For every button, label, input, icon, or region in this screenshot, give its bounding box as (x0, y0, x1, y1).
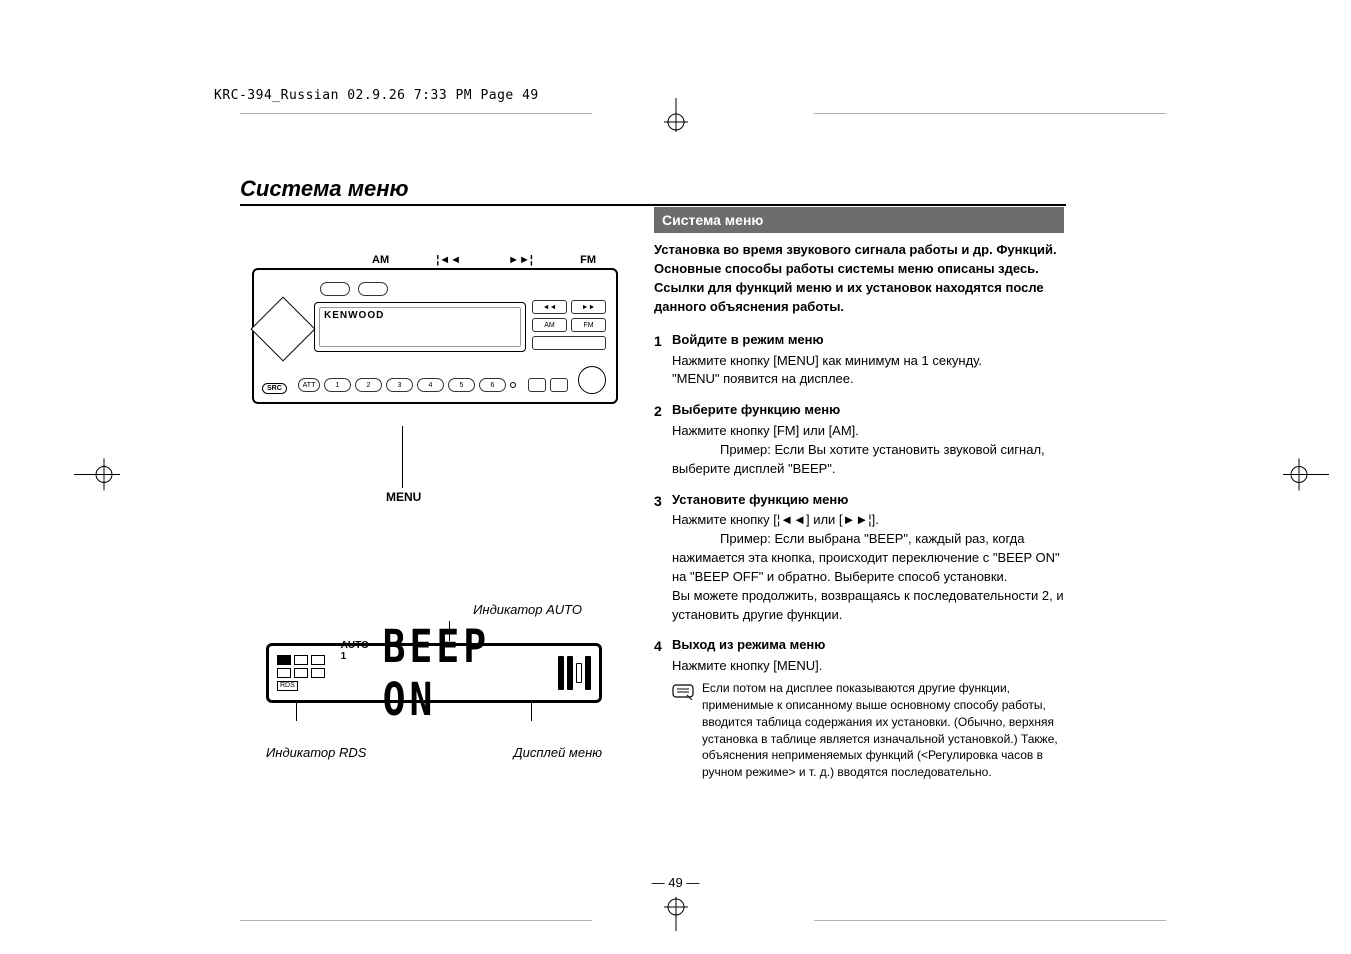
crop-mark-top (656, 98, 696, 137)
registration-left-icon (74, 455, 120, 500)
preset-row: ATT 1 2 3 4 5 6 (298, 378, 516, 392)
seek-next-button: ►► (571, 300, 606, 314)
instructions-column: Система меню Установка во время звуковог… (654, 207, 1064, 793)
step-body: Нажмите кнопку [MENU]. (672, 657, 1064, 676)
label-next: ►►¦ (508, 254, 533, 266)
preset-button: 6 (479, 378, 506, 392)
subsection-heading: Система меню (654, 207, 1064, 233)
label-fm: FM (580, 254, 596, 266)
manual-page: KRC-394_Russian 02.9.26 7:33 PM Page 49 … (0, 0, 1351, 954)
lcd-captions: Индикатор RDS Дисплей меню (266, 745, 602, 760)
top-button (358, 282, 388, 296)
caption-rds: Индикатор RDS (266, 745, 366, 760)
seek-prev-button: ◄◄ (532, 300, 567, 314)
menu-callout: MENU (386, 490, 421, 504)
step-number: 1 (654, 331, 662, 351)
step-item: 4 Выход из режима меню Нажмите кнопку [M… (654, 636, 1064, 780)
label-am: AM (372, 254, 389, 266)
step-body: Нажмите кнопку [FM] или [AM]. Пример: Ес… (672, 422, 1064, 479)
file-meta-line: KRC-394_Russian 02.9.26 7:33 PM Page 49 (214, 88, 539, 103)
registration-right-icon (1283, 455, 1329, 500)
lcd-main-text: BEEP ON (383, 620, 558, 726)
section-title: Система меню (240, 176, 409, 202)
step-item: 3 Установите функцию меню Нажмите кнопку… (654, 491, 1064, 625)
fm-button: FM (571, 318, 606, 332)
dot-icon (510, 382, 516, 388)
lcd-indicators-right (558, 656, 591, 690)
lcd-figure: Индикатор AUTO RDS AUTO 1 BEEP ON Индика… (266, 602, 602, 760)
preset-button: 4 (417, 378, 444, 392)
title-rule (240, 204, 1066, 206)
step-body: Нажмите кнопку [¦◄◄] или [►►¦]. Пример: … (672, 511, 1064, 624)
preset-button: 5 (448, 378, 475, 392)
display-buttons (528, 378, 568, 392)
step-title: Установите функцию меню (672, 492, 848, 507)
auto-badge: AUTO 1 (341, 640, 375, 662)
step-item: 2 Выберите функцию меню Нажмите кнопку [… (654, 401, 1064, 478)
note-block: Если потом на дисплее показываются други… (672, 680, 1064, 781)
control-pad-icon (250, 296, 315, 361)
step-number: 3 (654, 491, 662, 511)
radio-panel-figure: AM ¦◄◄ ►►¦ FM KENWOOD ◄◄►► AMFM SRC ATT … (252, 254, 618, 404)
wide-button (532, 336, 606, 350)
step-title: Выход из режима меню (672, 637, 825, 652)
lcd-indicators-left: RDS (277, 655, 337, 691)
step-list: 1 Войдите в режим меню Нажмите кнопку [M… (654, 331, 1064, 781)
src-button: SRC (262, 383, 287, 394)
hairline-top (240, 113, 1166, 114)
step-title: Войдите в режим меню (672, 332, 824, 347)
lcd-panel: RDS AUTO 1 BEEP ON (266, 643, 602, 703)
disp-button (550, 378, 568, 392)
preset-button: 1 (324, 378, 351, 392)
crop-mark-bottom (656, 897, 696, 936)
callout-line (402, 426, 403, 488)
caption-menu-display: Дисплей меню (513, 745, 602, 760)
note-text: Если потом на дисплее показываются други… (702, 681, 1058, 779)
device-screen (314, 302, 526, 352)
panel-top-labels: AM ¦◄◄ ►►¦ FM (252, 254, 618, 268)
device-outline: KENWOOD ◄◄►► AMFM SRC ATT 1 2 3 4 5 6 (252, 268, 618, 404)
step-item: 1 Войдите в режим меню Нажмите кнопку [M… (654, 331, 1064, 390)
am-button: AM (532, 318, 567, 332)
preset-button: 2 (355, 378, 382, 392)
caption-auto: Индикатор AUTO (266, 602, 582, 617)
volume-knob-icon (578, 366, 606, 394)
att-button: ATT (298, 378, 320, 392)
preset-button: 3 (386, 378, 413, 392)
disp-button (528, 378, 546, 392)
page-number: — 49 — (652, 875, 700, 890)
step-body: Нажмите кнопку [MENU] как минимум на 1 с… (672, 352, 1064, 390)
step-number: 2 (654, 401, 662, 421)
top-button (320, 282, 350, 296)
hairline-bottom (240, 920, 1166, 921)
intro-para: Установка во время звукового сигнала раб… (654, 241, 1064, 316)
step-number: 4 (654, 636, 662, 656)
right-button-cluster: ◄◄ ►► AM FM (532, 300, 606, 354)
step-title: Выберите функцию меню (672, 402, 840, 417)
label-prev: ¦◄◄ (436, 254, 461, 266)
note-icon (672, 682, 694, 705)
rds-badge: RDS (277, 681, 298, 691)
